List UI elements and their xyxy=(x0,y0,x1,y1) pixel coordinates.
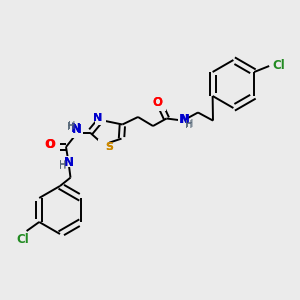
Text: Cl: Cl xyxy=(16,233,29,246)
Bar xyxy=(155,100,166,111)
Text: H: H xyxy=(59,161,67,171)
Text: H: H xyxy=(67,122,74,132)
Text: S: S xyxy=(105,142,113,152)
Bar xyxy=(63,156,74,167)
Text: H: H xyxy=(68,121,75,131)
Text: O: O xyxy=(152,95,163,109)
Text: N: N xyxy=(94,112,103,123)
Text: O: O xyxy=(45,138,56,151)
Bar xyxy=(50,142,60,152)
Text: O: O xyxy=(152,95,162,109)
Text: N: N xyxy=(94,112,103,123)
Text: H: H xyxy=(59,160,66,170)
Text: N: N xyxy=(179,113,190,126)
Text: N: N xyxy=(64,156,74,170)
Bar xyxy=(178,116,188,126)
Text: Cl: Cl xyxy=(272,59,285,72)
Bar xyxy=(98,140,109,150)
Text: N: N xyxy=(63,156,74,170)
Text: O: O xyxy=(45,137,55,151)
Bar xyxy=(72,128,82,138)
Text: H: H xyxy=(185,120,193,130)
Bar xyxy=(95,115,106,125)
Text: H: H xyxy=(186,119,193,129)
Text: N: N xyxy=(179,113,189,126)
Text: S: S xyxy=(105,142,113,152)
Text: N: N xyxy=(71,122,81,136)
Text: N: N xyxy=(71,123,82,136)
